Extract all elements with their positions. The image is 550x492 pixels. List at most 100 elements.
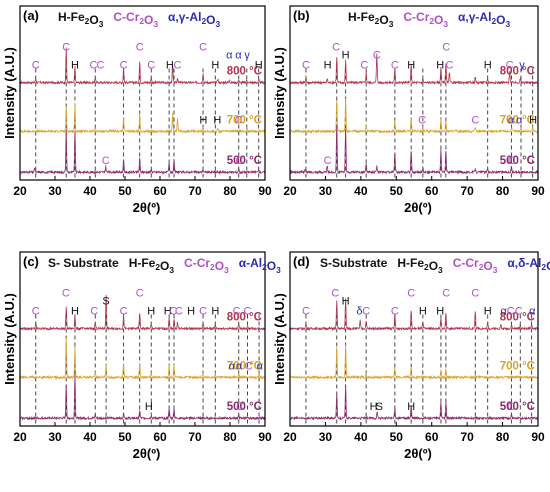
phase-peak-label: α — [236, 360, 243, 372]
y-axis-label: Intensity (A.U.) — [2, 47, 17, 139]
phase-peak-label: H — [484, 306, 492, 318]
x-tick-label: 50 — [390, 430, 404, 444]
phase-peak-label: C — [102, 155, 110, 167]
x-tick-label: 30 — [319, 184, 333, 198]
phase-peak-label: δ — [356, 306, 362, 318]
x-tick-label: 70 — [460, 430, 474, 444]
x-tick-label: 30 — [319, 430, 333, 444]
x-tick-label: 70 — [188, 184, 202, 198]
phase-peak-label: C — [373, 50, 381, 62]
legend-entry: α,γ-Al2O3 — [458, 10, 510, 29]
x-axis-label: 2θ(º) — [133, 446, 161, 461]
phase-peak-label: C — [169, 306, 177, 318]
phase-peak-label: C — [332, 42, 340, 54]
legend-entry: α,δ-Al2O3 — [507, 256, 550, 275]
x-tick-label: 60 — [425, 430, 439, 444]
phase-peak-label: C — [235, 155, 243, 167]
x-tick-label: 60 — [153, 430, 167, 444]
phase-peak-label: C — [391, 306, 399, 318]
x-tick-label: 40 — [83, 430, 97, 444]
xrd-series-trace — [19, 104, 266, 134]
phase-peak-label: C — [507, 401, 515, 413]
x-axis-label: 2θ(º) — [133, 200, 161, 215]
phase-peak-label: H — [342, 296, 350, 308]
phase-peak-label: C — [360, 60, 368, 72]
phase-peak-label: H — [436, 60, 444, 72]
y-axis-label: Intensity (A.U.) — [272, 293, 287, 385]
x-tick-label: 20 — [13, 430, 27, 444]
x-tick-label: 50 — [390, 184, 404, 198]
phase-peak-label: H — [407, 60, 415, 72]
phase-peak-label: C — [471, 288, 479, 300]
phase-peak-label: S — [376, 401, 383, 413]
phase-peak-label: C — [515, 306, 523, 318]
phase-peak-label: H — [166, 60, 174, 72]
phase-peak-label: C — [245, 360, 253, 372]
legend-entry: S- Substrate — [48, 256, 119, 270]
phase-peak-label: C — [32, 60, 40, 72]
x-tick-label: 90 — [258, 184, 272, 198]
phase-peak-label: α — [529, 306, 536, 318]
phase-peak-label: C — [362, 306, 370, 318]
phase-peak-label: H — [211, 306, 219, 318]
phase-peak-label: C — [236, 401, 244, 413]
legend-entry: C-Cr2O3 — [453, 256, 498, 275]
phase-peak-label: C — [136, 288, 144, 300]
phase-peak-label: C — [302, 306, 310, 318]
x-tick-label: 70 — [460, 184, 474, 198]
series-temperature-label: 500 °C — [500, 401, 535, 413]
phase-peak-label: α — [508, 114, 515, 126]
legend-entry: H-Fe2O3 — [348, 10, 394, 29]
phase-peak-label: H — [71, 60, 79, 72]
phase-peak-label: C — [174, 60, 182, 72]
xrd-series-trace — [289, 125, 539, 175]
phase-peak-label: γ — [519, 60, 525, 72]
x-tick-label: 40 — [354, 184, 368, 198]
xrd-series-trace — [19, 47, 266, 86]
phase-peak-label: H — [529, 114, 537, 126]
x-tick-label: 90 — [258, 430, 272, 444]
legend-entry: H-Fe2O3 — [129, 256, 175, 275]
xrd-series-trace — [289, 385, 539, 421]
x-tick-label: 50 — [118, 430, 132, 444]
panel-label: (a) — [23, 8, 39, 23]
phase-peak-label: C — [233, 306, 241, 318]
phase-peak-label: H — [342, 50, 350, 62]
x-tick-label: 50 — [118, 184, 132, 198]
x-tick-label: 30 — [48, 184, 62, 198]
legend-entry: S-Substrate — [320, 256, 388, 270]
xrd-series-trace — [19, 375, 266, 421]
plot-frame — [19, 5, 266, 181]
x-axis-label: 2θ(º) — [404, 200, 432, 215]
phase-peak-label: C — [199, 42, 207, 54]
phase-peak-label: C — [62, 288, 70, 300]
legend-entry: C-Cr2O3 — [113, 10, 158, 29]
phase-peak-label: C — [62, 42, 70, 54]
xrd-series-trace — [289, 298, 539, 332]
panel-label: (d) — [293, 254, 310, 269]
phase-peak-label: C — [32, 306, 40, 318]
phase-peak-label: C — [445, 60, 453, 72]
series-temperature-label: 500 °C — [227, 401, 262, 413]
panel-label: (c) — [23, 254, 39, 269]
xrd-series-trace — [19, 337, 266, 380]
phase-peak-label: C — [136, 42, 144, 54]
phase-peak-label: C — [508, 155, 516, 167]
legend-entry: H-Fe2O3 — [397, 256, 443, 275]
x-tick-label: 40 — [83, 184, 97, 198]
series-temperature-label: 800 °C — [500, 66, 535, 78]
phase-peak-label: H — [199, 114, 207, 126]
phase-peak-label: C — [90, 60, 98, 72]
phase-peak-label: C — [244, 306, 252, 318]
phase-peak-label: α — [229, 360, 236, 372]
phase-peak-label: C — [407, 288, 415, 300]
phase-peak-label: H — [419, 306, 427, 318]
phase-peak-label: C — [324, 155, 332, 167]
x-tick-label: 90 — [531, 430, 545, 444]
y-axis-label: Intensity (A.U.) — [2, 293, 17, 385]
